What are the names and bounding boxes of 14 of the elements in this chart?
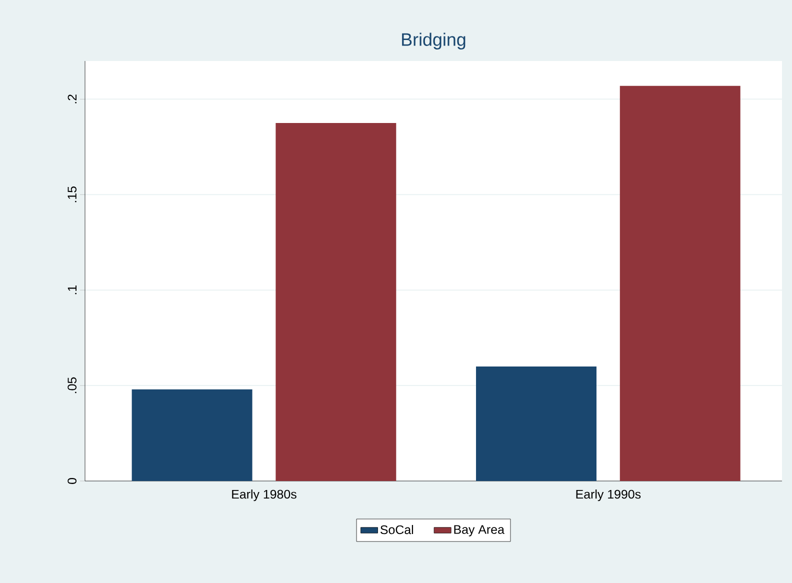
y-tick-label: .05 xyxy=(68,377,76,394)
y-tick-label: 0 xyxy=(68,478,76,484)
bar xyxy=(276,123,396,481)
y-tick-label: .1 xyxy=(68,286,76,294)
x-tick-label: Early 1990s xyxy=(576,490,641,502)
bar xyxy=(620,86,740,481)
legend-label: Bay Area xyxy=(454,525,504,536)
y-tick-label: .2 xyxy=(68,94,76,104)
legend-label: SoCal xyxy=(380,524,414,534)
bar xyxy=(132,389,252,481)
chart-title: Bridging xyxy=(402,32,466,50)
y-tick-label: .15 xyxy=(68,186,76,202)
x-tick-label: Early 1980s xyxy=(232,490,296,502)
bar xyxy=(476,366,596,481)
